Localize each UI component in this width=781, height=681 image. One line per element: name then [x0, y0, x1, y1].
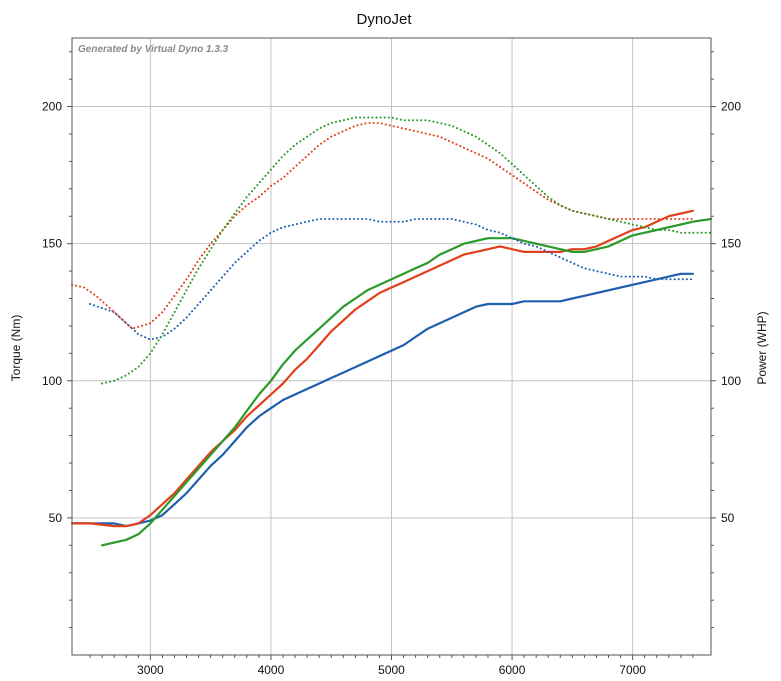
- y-tick-label: 200: [42, 100, 62, 114]
- x-tick-label: 5000: [378, 663, 405, 677]
- y2-tick-label: 200: [721, 100, 741, 114]
- x-tick-label: 4000: [258, 663, 285, 677]
- y-tick-label: 150: [42, 237, 62, 251]
- x-axis-ticks: 3000 4000 5000 6000 7000: [137, 655, 646, 677]
- y2-tick-label: 50: [721, 511, 735, 525]
- series-layer: [70, 116, 713, 547]
- x-tick-label: 6000: [499, 663, 526, 677]
- y2-tick-label: 100: [721, 374, 741, 388]
- x-tick-label: 7000: [619, 663, 646, 677]
- series-line-5: [71, 122, 694, 330]
- y2-axis-ticks: 50 100 150 200: [711, 100, 741, 525]
- series-line-2: [70, 209, 695, 528]
- y2-axis-label: Power (WHP): [755, 311, 769, 384]
- y-axis-label: Torque (Nm): [9, 315, 23, 382]
- y-tick-label: 100: [42, 374, 62, 388]
- chart-title: DynoJet: [356, 11, 412, 28]
- y-tick-label: 50: [49, 511, 63, 525]
- watermark-text: Generated by Virtual Dyno 1.3.3: [78, 44, 229, 55]
- series-line-6: [101, 116, 712, 385]
- series-line-3: [100, 217, 713, 547]
- series-line-1: [70, 272, 695, 528]
- y2-tick-label: 150: [721, 237, 741, 251]
- gridlines: [72, 38, 711, 655]
- series-line-4: [89, 218, 694, 341]
- y-axis-ticks: 50 100 150 200: [42, 100, 72, 525]
- x-tick-label: 3000: [137, 663, 164, 677]
